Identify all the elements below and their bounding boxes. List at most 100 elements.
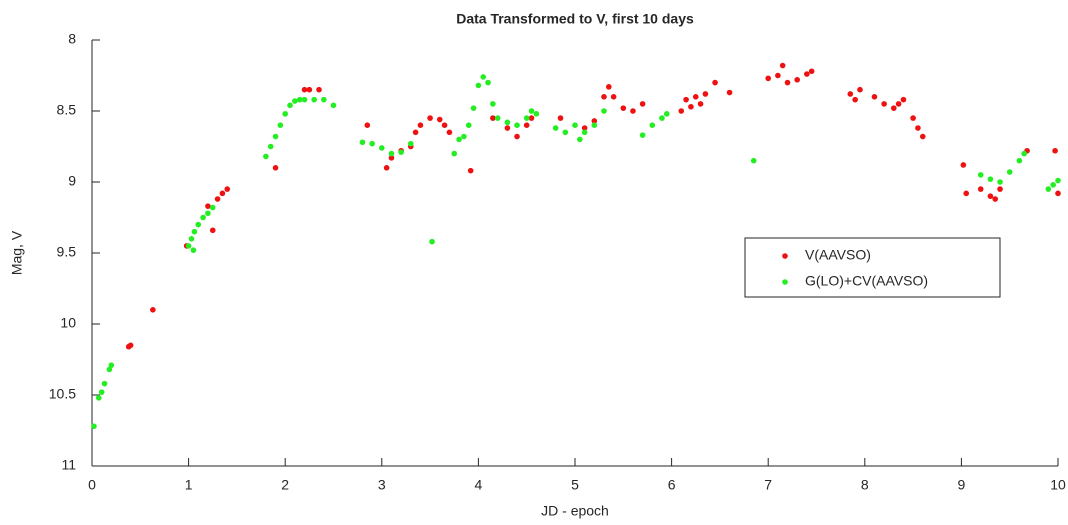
point <box>702 91 709 97</box>
point <box>591 118 598 124</box>
point <box>191 228 198 235</box>
point <box>804 71 810 77</box>
point <box>919 133 926 140</box>
point <box>364 122 371 128</box>
point <box>272 165 279 171</box>
x-tick-label: 10 <box>1050 477 1066 493</box>
legend-label: V(AAVSO) <box>805 247 871 263</box>
point <box>475 82 482 89</box>
point <box>1016 157 1023 164</box>
chart-title: Data Transformed to V, first 10 days <box>456 11 694 27</box>
point <box>369 140 375 147</box>
point <box>150 307 156 313</box>
point <box>504 119 511 126</box>
point <box>287 102 293 109</box>
point <box>272 133 279 140</box>
point <box>847 91 854 97</box>
point <box>451 150 458 157</box>
point <box>407 140 414 147</box>
point <box>523 115 530 121</box>
point <box>205 210 211 217</box>
point <box>750 157 757 164</box>
point <box>467 167 474 174</box>
point <box>296 96 303 103</box>
y-axis-label: Mag, V <box>9 230 25 275</box>
point <box>188 236 195 242</box>
point <box>292 98 298 104</box>
point <box>620 105 627 111</box>
point <box>185 243 192 249</box>
point <box>606 84 612 90</box>
point <box>659 115 665 121</box>
point <box>852 96 858 103</box>
point <box>601 108 607 114</box>
point <box>95 395 102 401</box>
y-tick-label: 10 <box>60 315 76 331</box>
point <box>533 111 540 117</box>
point <box>282 111 289 117</box>
point <box>726 89 733 96</box>
point <box>388 155 395 161</box>
point <box>649 122 656 128</box>
point <box>490 101 496 107</box>
point <box>895 101 902 107</box>
point <box>857 86 863 93</box>
point <box>321 96 327 103</box>
point <box>663 111 670 117</box>
y-tick-label: 9.5 <box>57 244 77 260</box>
point <box>808 68 815 75</box>
x-tick-label: 9 <box>958 477 966 493</box>
point <box>963 190 970 197</box>
point <box>639 132 646 138</box>
point <box>639 101 646 107</box>
point <box>1045 186 1052 192</box>
point <box>630 108 636 114</box>
point <box>562 129 569 136</box>
point <box>108 362 115 368</box>
point <box>301 86 308 93</box>
point <box>219 190 226 197</box>
point <box>127 342 134 349</box>
point <box>205 203 211 209</box>
point <box>224 186 231 192</box>
point <box>311 96 317 103</box>
x-tick-label: 2 <box>281 477 289 493</box>
point <box>316 86 322 93</box>
point <box>277 122 284 128</box>
point <box>572 122 578 128</box>
point <box>485 79 491 86</box>
point <box>1006 169 1013 175</box>
y-tick-label: 10.5 <box>49 386 76 402</box>
x-tick-label: 8 <box>861 477 869 493</box>
point <box>514 122 520 128</box>
point <box>900 96 907 103</box>
legend-marker <box>782 253 788 259</box>
point <box>523 122 530 128</box>
point <box>101 380 108 387</box>
point <box>992 196 999 202</box>
point <box>987 176 994 182</box>
x-tick-label: 6 <box>668 477 676 493</box>
y-tick-label: 9 <box>68 173 76 189</box>
point <box>301 96 308 103</box>
point <box>775 72 781 79</box>
point <box>871 94 878 100</box>
y-tick-label: 8 <box>68 31 76 47</box>
point <box>441 122 448 128</box>
point <box>398 149 404 155</box>
point <box>581 129 588 136</box>
point <box>528 115 535 121</box>
point <box>960 162 967 168</box>
legend-marker <box>782 279 788 285</box>
point <box>765 75 771 82</box>
x-tick-label: 5 <box>571 477 579 493</box>
point <box>977 172 984 178</box>
point <box>591 122 598 128</box>
point <box>997 179 1003 185</box>
point <box>678 108 685 114</box>
point <box>610 94 617 100</box>
point <box>412 129 419 136</box>
point <box>528 108 535 114</box>
point <box>601 94 607 100</box>
